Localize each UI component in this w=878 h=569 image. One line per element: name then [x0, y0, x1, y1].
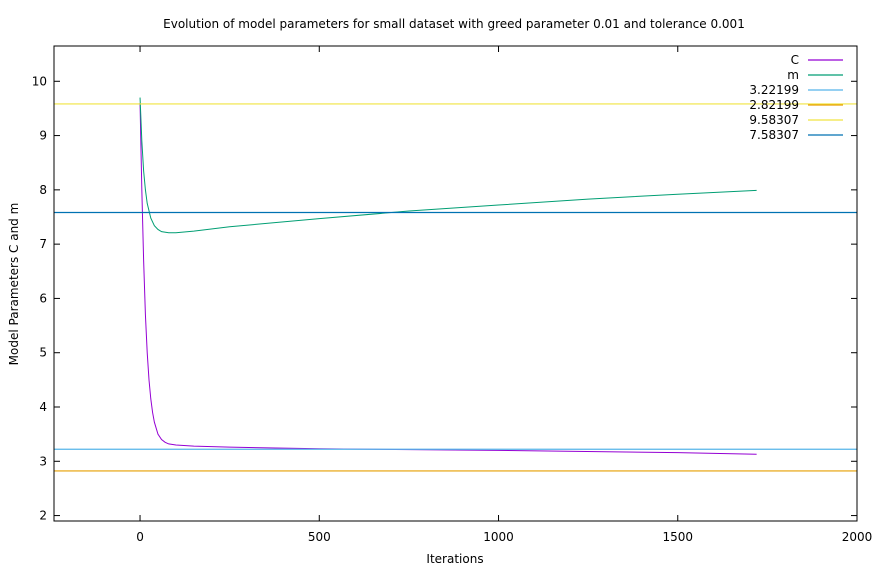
x-tick-label: 0 — [136, 530, 144, 544]
legend-label-3: 2.82199 — [749, 98, 799, 112]
plot-area — [54, 97, 857, 472]
plot-frame — [53, 45, 858, 522]
legend-label-5: 7.58307 — [749, 128, 799, 142]
legend-label-1: m — [787, 68, 799, 82]
legend-label-4: 9.58307 — [749, 113, 799, 127]
legend-label-0: C — [791, 53, 799, 67]
y-tick-label: 2 — [39, 509, 47, 523]
y-tick-label: 7 — [39, 237, 47, 251]
legend-label-2: 3.22199 — [749, 83, 799, 97]
x-tick-label: 1000 — [483, 530, 514, 544]
x-tick-label: 500 — [308, 530, 331, 544]
y-tick-label: 6 — [39, 291, 47, 305]
series-line-C — [139, 102, 757, 455]
y-tick-label: 9 — [39, 129, 47, 143]
y-tick-label: 3 — [39, 454, 47, 468]
x-tick-label: 2000 — [842, 530, 873, 544]
y-tick-label: 5 — [39, 346, 47, 360]
axis-ticks: 0 500 1000 1500 2000 2 3 4 5 6 7 8 9 10 — [32, 46, 873, 544]
series-line-m — [139, 97, 757, 234]
y-tick-label: 8 — [39, 183, 47, 197]
y-tick-label: 4 — [39, 400, 47, 414]
x-tick-label: 1500 — [662, 530, 693, 544]
y-axis-label: Model Parameters C and m — [7, 203, 21, 366]
x-axis-label: Iterations — [426, 552, 483, 566]
y-tick-label: 10 — [32, 74, 47, 88]
chart-title: Evolution of model parameters for small … — [163, 17, 745, 31]
